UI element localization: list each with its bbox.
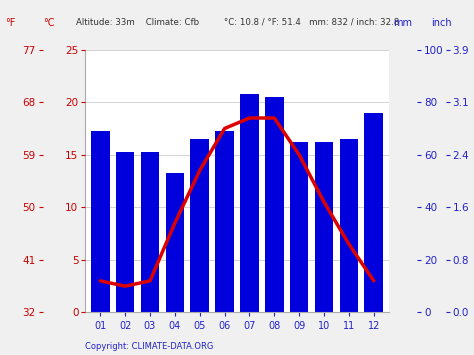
- Text: Altitude: 33m    Climate: Cfb         °C: 10.8 / °F: 51.4   mm: 832 / inch: 32.8: Altitude: 33m Climate: Cfb °C: 10.8 / °F…: [76, 18, 399, 27]
- Text: mm: mm: [393, 18, 412, 28]
- Bar: [141, 152, 159, 312]
- Bar: [339, 139, 358, 312]
- Bar: [290, 142, 309, 312]
- Text: °C: °C: [43, 18, 54, 28]
- Text: inch: inch: [431, 18, 452, 28]
- Bar: [191, 139, 209, 312]
- Bar: [116, 152, 135, 312]
- Bar: [165, 173, 184, 312]
- Text: °F: °F: [5, 18, 15, 28]
- Bar: [265, 97, 283, 312]
- Bar: [365, 113, 383, 312]
- Bar: [215, 131, 234, 312]
- Bar: [315, 142, 333, 312]
- Bar: [91, 131, 109, 312]
- Text: Copyright: CLIMATE-DATA.ORG: Copyright: CLIMATE-DATA.ORG: [85, 343, 214, 351]
- Bar: [240, 94, 259, 312]
